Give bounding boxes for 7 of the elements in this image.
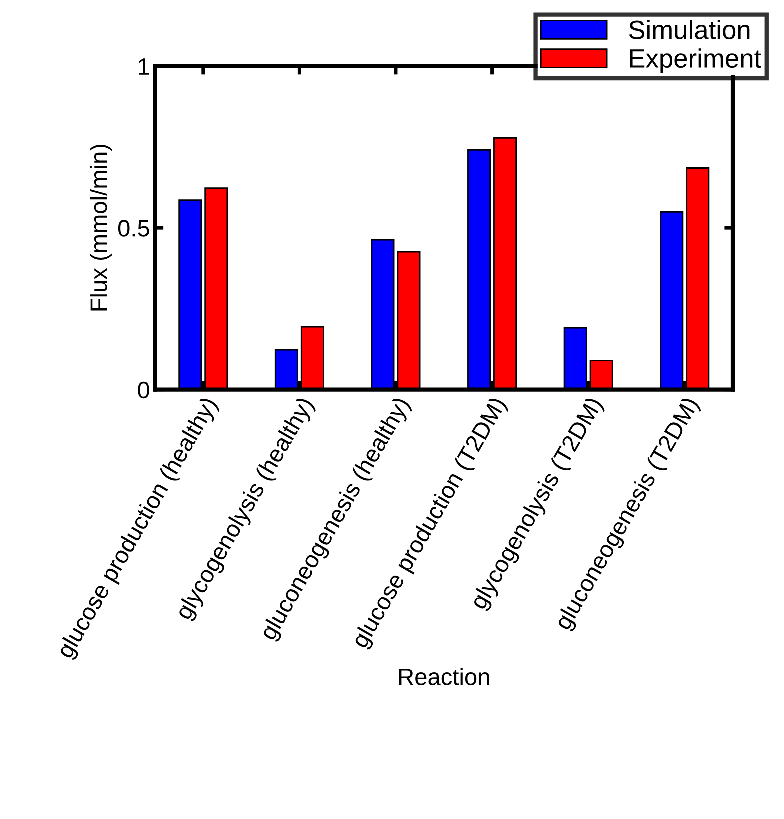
x-axis-title: Reaction [399, 668, 490, 686]
y-tick-label: 0 [138, 382, 150, 399]
legend-label: Simulation [629, 20, 750, 40]
y-tick-label: 1 [139, 58, 150, 75]
y-axis-title: Flux (mmol/min) [90, 144, 112, 311]
legend-label: Experiment [630, 48, 762, 74]
y-tick-label: 0.5 [118, 220, 150, 237]
